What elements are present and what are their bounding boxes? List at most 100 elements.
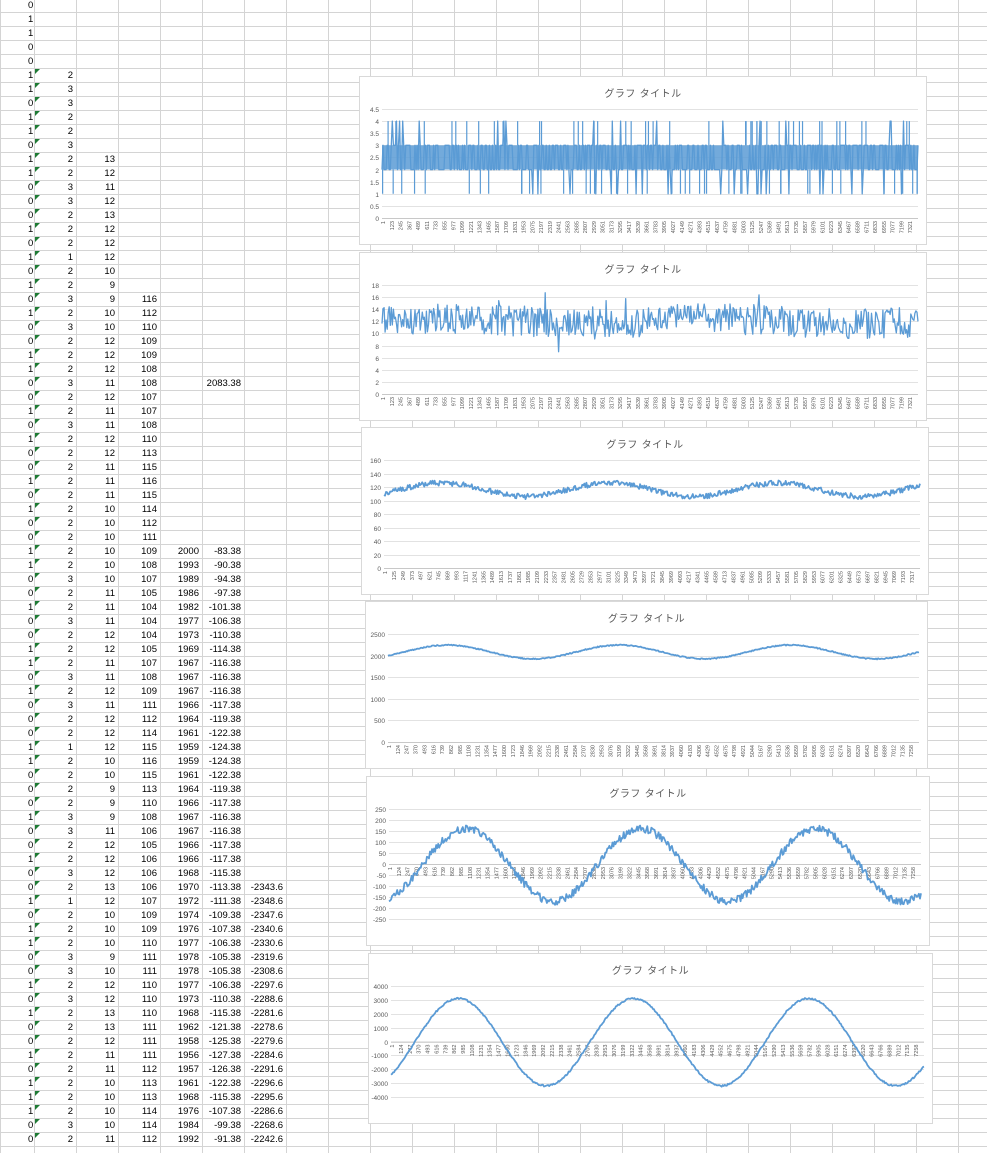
cell[interactable]: 2 <box>67 476 73 487</box>
cell[interactable]: 1992 <box>177 1134 199 1145</box>
cell[interactable]: 1993 <box>177 560 199 571</box>
cell[interactable]: 0 <box>28 700 34 711</box>
series-line[interactable] <box>388 824 922 906</box>
cell[interactable]: 12 <box>104 854 115 865</box>
cell[interactable]: 109 <box>141 924 157 935</box>
cell[interactable]: -2288.6 <box>250 994 283 1005</box>
cell[interactable]: 3 <box>67 98 73 109</box>
cell[interactable]: 0 <box>28 336 34 347</box>
cell[interactable]: 12 <box>104 252 115 263</box>
cell[interactable]: 1972 <box>177 896 199 907</box>
cell[interactable]: 1 <box>28 252 34 263</box>
cell[interactable]: 106 <box>141 868 157 879</box>
cell[interactable]: 1 <box>28 1092 34 1103</box>
cell[interactable]: 2 <box>67 644 73 655</box>
cell[interactable]: -107.38 <box>208 924 241 935</box>
cell[interactable]: 10 <box>104 1092 115 1103</box>
cell[interactable]: 3 <box>67 322 73 333</box>
cell[interactable]: -119.38 <box>209 714 241 725</box>
cell[interactable]: 9 <box>109 812 115 823</box>
cell[interactable]: -2286.6 <box>250 1106 283 1117</box>
cell[interactable]: -111.38 <box>210 896 241 907</box>
cell[interactable]: 112 <box>141 518 157 529</box>
cell[interactable]: 112 <box>141 714 157 725</box>
cell[interactable]: -2278.6 <box>250 1022 283 1033</box>
cell[interactable]: 2 <box>67 560 73 571</box>
cell[interactable]: 1 <box>28 280 34 291</box>
cell[interactable]: 13 <box>104 882 115 893</box>
cell[interactable]: 2 <box>67 924 73 935</box>
cell[interactable]: 3 <box>67 294 73 305</box>
cell[interactable]: 0 <box>28 448 34 459</box>
cell[interactable]: 112 <box>141 308 157 319</box>
cell[interactable]: 107 <box>141 658 157 669</box>
cell[interactable]: -2268.6 <box>250 1120 283 1131</box>
cell[interactable]: 108 <box>141 364 157 375</box>
cell[interactable]: 114 <box>141 1120 157 1131</box>
cell[interactable]: 0 <box>28 56 34 67</box>
cell[interactable]: 10 <box>104 1106 115 1117</box>
cell[interactable]: 1966 <box>177 840 199 851</box>
cell[interactable]: 111 <box>142 1036 157 1047</box>
cell[interactable]: 2 <box>67 70 73 81</box>
cell[interactable]: 109 <box>141 336 157 347</box>
cell[interactable]: 1957 <box>177 1064 199 1075</box>
cell[interactable]: 2 <box>67 210 73 221</box>
cell[interactable]: 12 <box>104 238 115 249</box>
cell[interactable]: -122.38 <box>208 728 241 739</box>
cell[interactable]: 3 <box>67 616 73 627</box>
cell[interactable]: -2284.6 <box>250 1050 283 1061</box>
cell[interactable]: 12 <box>104 630 115 641</box>
cell[interactable]: 2 <box>67 462 73 473</box>
cell[interactable]: 0 <box>28 952 34 963</box>
cell[interactable]: 0 <box>28 98 34 109</box>
cell[interactable]: 107 <box>141 574 157 585</box>
cell[interactable]: 0 <box>28 196 34 207</box>
cell[interactable]: 0 <box>28 616 34 627</box>
cell[interactable]: 113 <box>141 1078 157 1089</box>
cell[interactable]: 2 <box>67 392 73 403</box>
cell[interactable]: 2 <box>67 1036 73 1047</box>
cell[interactable]: 1 <box>28 154 34 165</box>
cell[interactable]: -115.38 <box>209 1008 241 1019</box>
cell[interactable]: 115 <box>141 462 157 473</box>
cell[interactable]: 12 <box>104 742 115 753</box>
cell[interactable]: 10 <box>104 532 115 543</box>
cell[interactable]: 3 <box>67 574 73 585</box>
cell[interactable]: 2 <box>67 1106 73 1117</box>
cell[interactable]: -110.38 <box>209 630 241 641</box>
cell[interactable]: 12 <box>104 840 115 851</box>
cell[interactable]: 12 <box>104 392 115 403</box>
cell[interactable]: 12 <box>104 686 115 697</box>
cell[interactable]: 9 <box>109 798 115 809</box>
cell[interactable]: 0 <box>28 210 34 221</box>
cell[interactable]: 1 <box>28 126 34 137</box>
cell[interactable]: 11 <box>105 182 115 193</box>
cell[interactable]: 2 <box>67 336 73 347</box>
cell[interactable]: -114.38 <box>209 644 241 655</box>
cell[interactable]: -2296.6 <box>250 1078 283 1089</box>
cell[interactable]: 1 <box>28 28 34 39</box>
cell[interactable]: -83.38 <box>214 546 241 557</box>
cell[interactable]: 3 <box>67 378 73 389</box>
cell[interactable]: 12 <box>104 980 115 991</box>
chart-title[interactable]: グラフ タイトル <box>607 614 686 625</box>
cell[interactable]: 1 <box>28 686 34 697</box>
cell[interactable]: -106.38 <box>208 616 241 627</box>
cell[interactable]: 10 <box>104 938 115 949</box>
cell[interactable]: 11 <box>105 1064 115 1075</box>
cell[interactable]: 0 <box>28 266 34 277</box>
cell[interactable]: 110 <box>141 434 157 445</box>
cell[interactable]: 2 <box>67 658 73 669</box>
chart-title[interactable]: グラフ タイトル <box>611 966 690 977</box>
cell[interactable]: 1 <box>28 980 34 991</box>
cell[interactable]: 2 <box>67 518 73 529</box>
cell[interactable]: 11 <box>105 700 115 711</box>
cell[interactable]: 115 <box>141 742 157 753</box>
cell[interactable]: 111 <box>142 1022 157 1033</box>
cell[interactable]: 2 <box>67 798 73 809</box>
cell[interactable]: 2 <box>67 840 73 851</box>
cell[interactable]: 1977 <box>177 616 199 627</box>
cell[interactable]: 113 <box>141 448 157 459</box>
cell[interactable]: -116.38 <box>209 812 241 823</box>
